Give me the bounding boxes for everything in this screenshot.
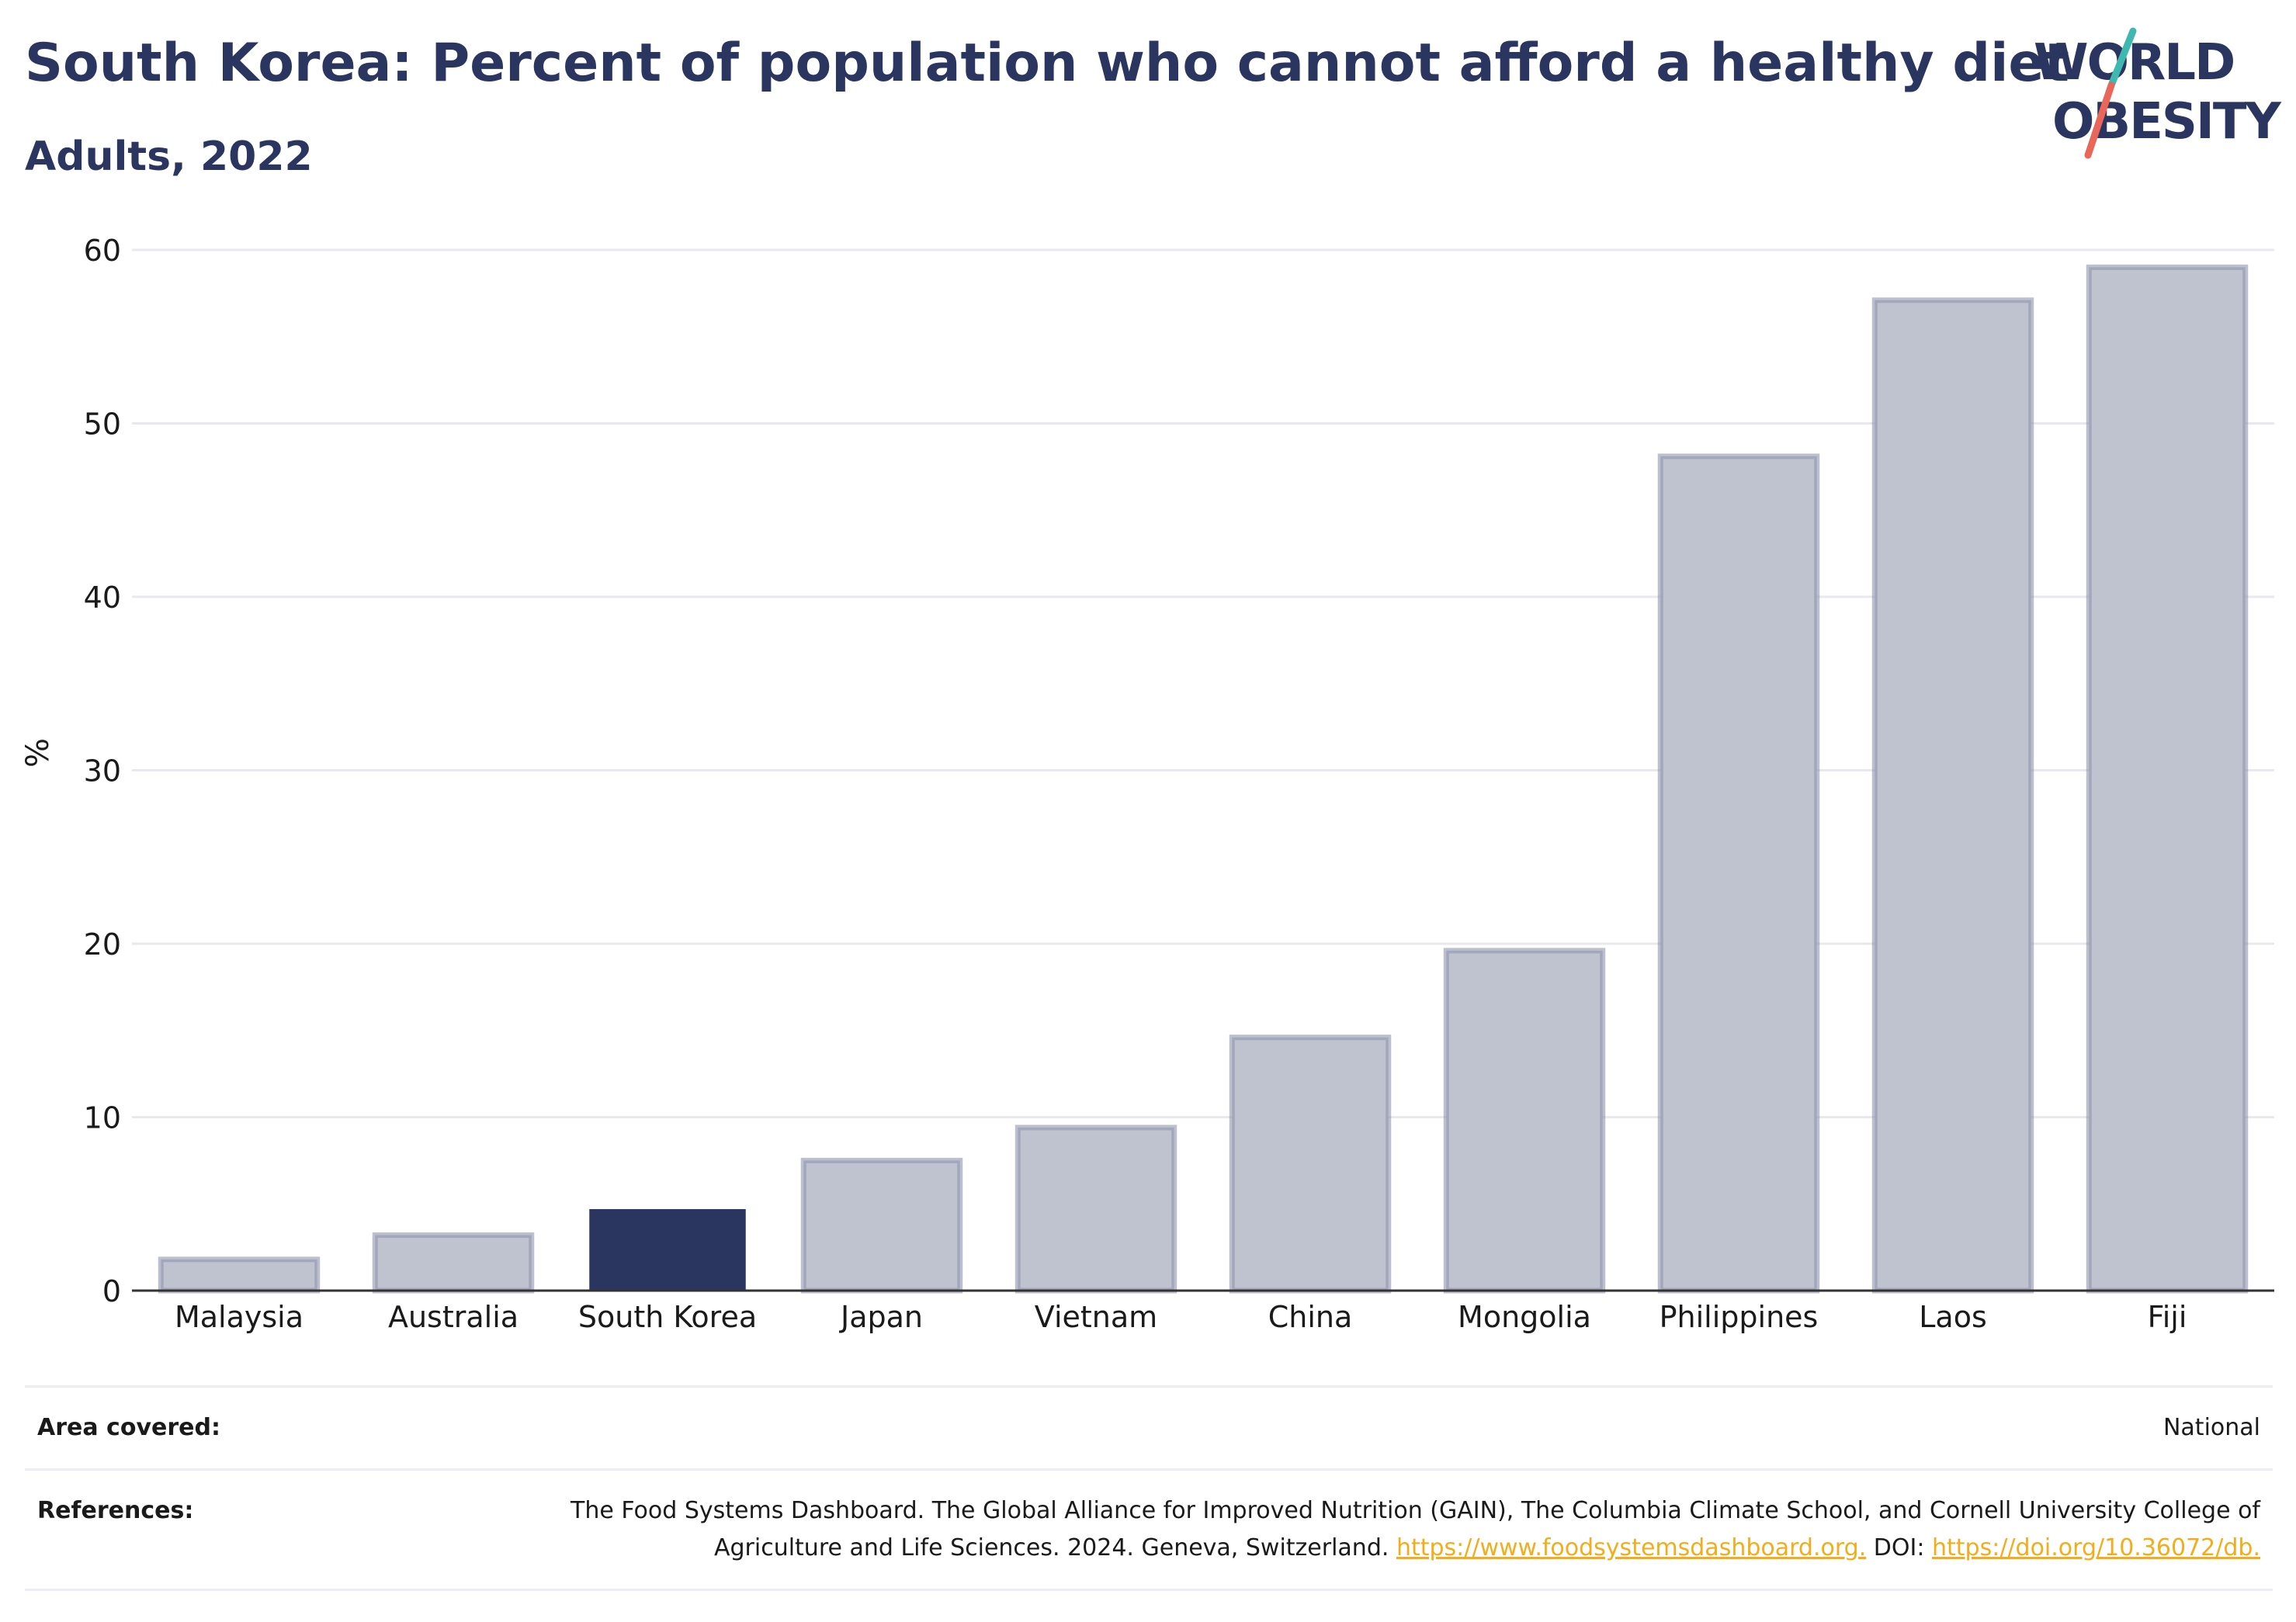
y-tick-label: 0 xyxy=(102,1274,121,1308)
bar-philippines xyxy=(1657,453,1820,1294)
references-link-dashboard[interactable]: https://www.foodsystemsdashboard.org. xyxy=(1396,1534,1867,1561)
references-value: The Food Systems Dashboard. The Global A… xyxy=(540,1471,2273,1589)
y-tick-label: 10 xyxy=(84,1101,121,1135)
bar-laos xyxy=(1871,297,2034,1294)
x-tick-label: Vietnam xyxy=(1035,1300,1157,1334)
axes: 0 10 20 30 40 50 60 Malaysia Australia South Kore… xyxy=(84,234,2274,1334)
logo-line-1: WORLD xyxy=(2034,34,2234,92)
x-tick-label: Mongolia xyxy=(1458,1300,1591,1334)
x-tick-label: Japan xyxy=(839,1300,923,1334)
references-label: References: xyxy=(37,1497,194,1524)
bar-australia xyxy=(372,1232,535,1294)
references-text: The Food Systems Dashboard. The Global A… xyxy=(571,1497,2260,1561)
gridlines xyxy=(132,248,2274,1118)
area-covered-value: National xyxy=(2162,1414,2260,1441)
logo-line-2: OBESITY xyxy=(2052,93,2281,151)
x-tick-label: Philippines xyxy=(1660,1300,1819,1334)
y-tick-label: 50 xyxy=(84,407,121,442)
chart-title: South Korea: Percent of population who c… xyxy=(25,33,2070,94)
world-obesity-logo: WORLD OBESITY xyxy=(2034,27,2282,159)
x-tick-label: China xyxy=(1268,1300,1353,1334)
y-tick-label: 60 xyxy=(84,234,121,268)
bar-south-korea xyxy=(589,1208,746,1291)
bar-fiji xyxy=(2086,264,2249,1294)
footer-table: Area covered: National References: The F… xyxy=(25,1385,2273,1591)
references-doi-label: DOI: xyxy=(1866,1534,1932,1561)
chart-subtitle: Adults, 2022 xyxy=(25,133,313,180)
x-tick-label: South Korea xyxy=(578,1300,757,1334)
y-axis-label: % xyxy=(20,738,56,768)
area-covered-label: Area covered: xyxy=(37,1414,220,1441)
references-link-doi[interactable]: https://doi.org/10.36072/db. xyxy=(1932,1534,2260,1561)
x-tick-label: Malaysia xyxy=(175,1300,303,1334)
logo-slash-coral xyxy=(2084,81,2115,159)
footer-row-references: References: The Food Systems Dashboard. … xyxy=(25,1468,2273,1591)
bar-china xyxy=(1229,1035,1392,1294)
bars xyxy=(158,264,2249,1294)
x-tick-label: Fiji xyxy=(2148,1300,2187,1334)
footer-row-area: Area covered: National xyxy=(25,1385,2273,1468)
y-tick-label: 40 xyxy=(84,581,121,615)
x-tick-label: Australia xyxy=(388,1300,519,1334)
x-tick-label: Laos xyxy=(1919,1300,1987,1334)
bar-chart: 0 10 20 30 40 50 60 Malaysia Australia South Kore… xyxy=(20,234,2274,1334)
bar-japan xyxy=(800,1157,963,1294)
bar-mongolia xyxy=(1443,948,1606,1294)
y-tick-label: 30 xyxy=(84,754,121,788)
bar-malaysia xyxy=(158,1256,321,1294)
y-tick-label: 20 xyxy=(84,927,121,962)
bar-vietnam xyxy=(1014,1125,1177,1294)
logo-slash-teal xyxy=(2107,27,2137,89)
